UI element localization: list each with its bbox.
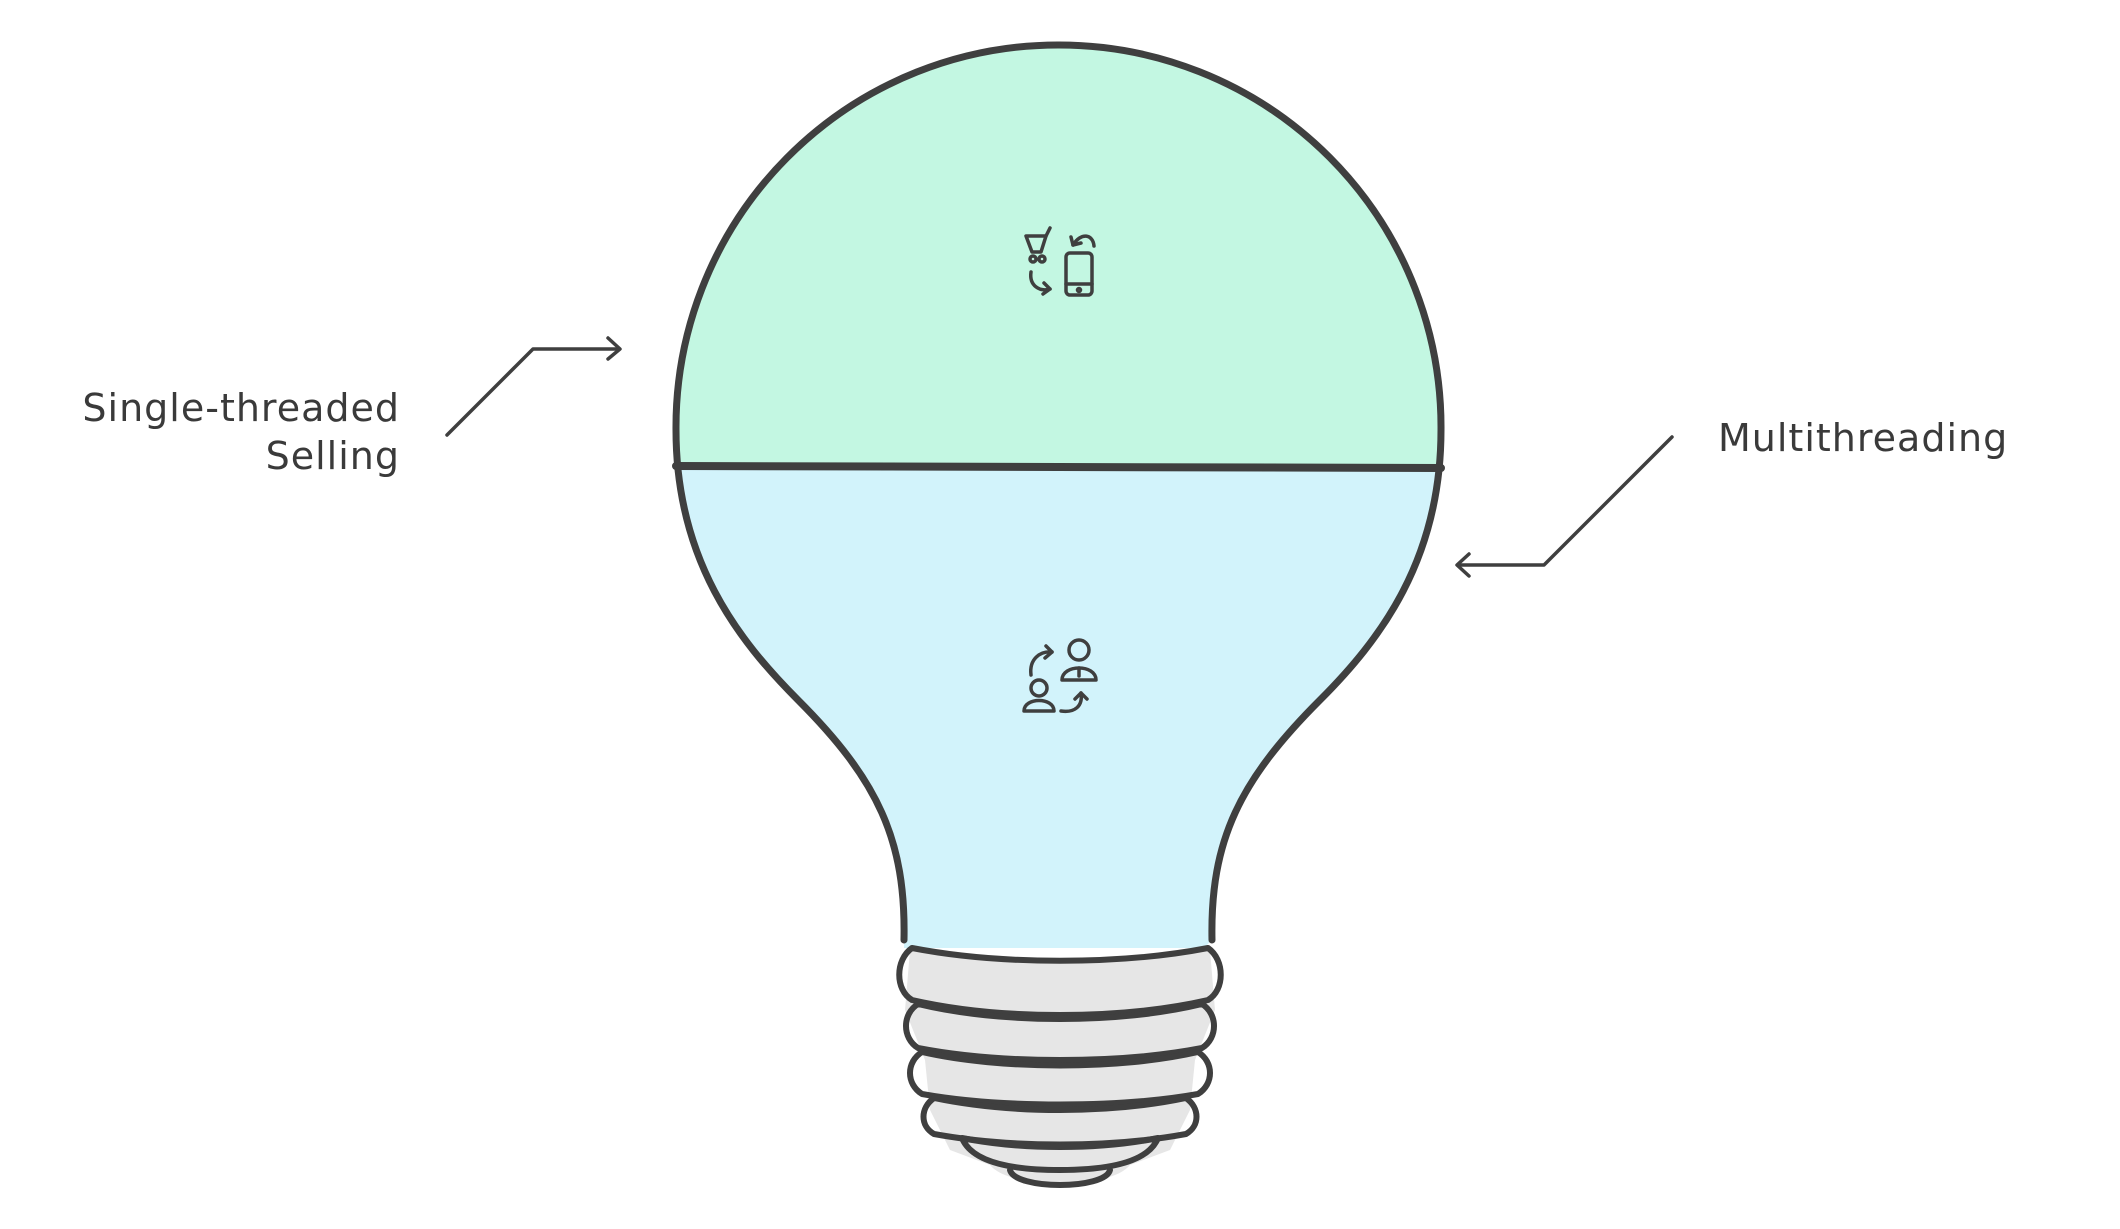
label-left-line1: Single-threaded: [82, 386, 400, 430]
top-half-fill: [675, 44, 1442, 465]
arrow-left-label: [445, 336, 622, 437]
bulb-screw-base: [896, 945, 1224, 1188]
bulb-divider: [672, 462, 1445, 472]
bottom-half-fill: [675, 465, 1442, 948]
bulb-outline: [672, 41, 1445, 944]
person-exchange-icon: [1022, 638, 1098, 714]
cart-phone-exchange-icon: [1024, 226, 1096, 297]
arrow-right-label: [1455, 435, 1674, 578]
label-left-line2: Selling: [265, 434, 400, 478]
label-single-threaded-selling: Single-threaded Selling: [80, 384, 400, 480]
label-multithreading: Multithreading: [1718, 416, 2009, 460]
